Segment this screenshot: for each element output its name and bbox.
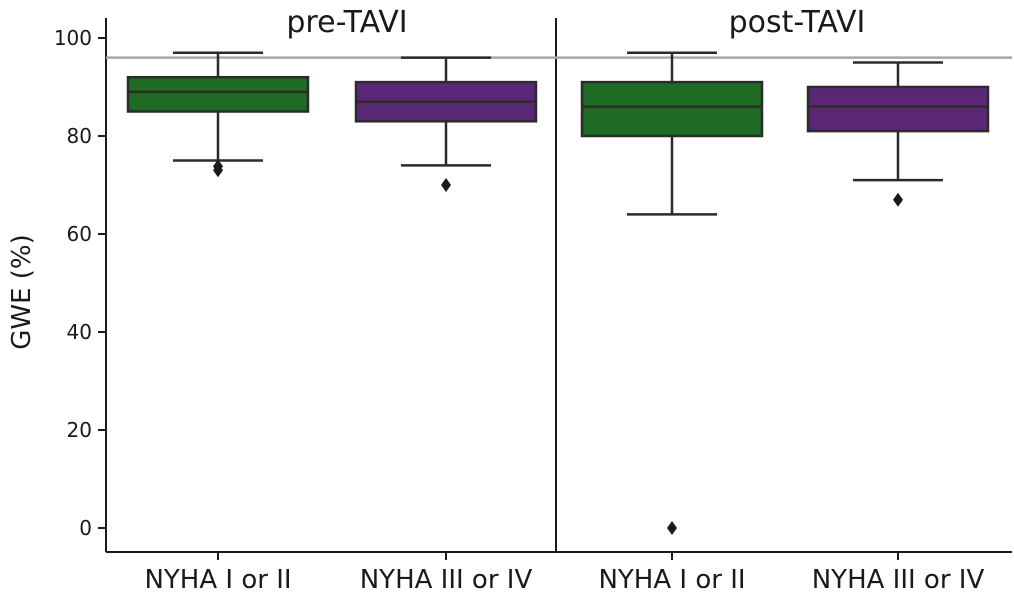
x-tick-label: NYHA III or IV [360,565,533,595]
y-tick-label: 40 [67,320,92,344]
boxes-layer [126,51,990,535]
y-axis-title: GWE (%) [7,234,37,350]
y-tick-label: 20 [67,418,92,442]
box-group [806,61,990,207]
outlier-point [213,159,223,174]
x-tick-label: NYHA III or IV [812,565,985,595]
box-group [126,51,310,178]
axes: 0 20 40 60 80 100 pre-TAVI NYHA I or II NYHA III… [54,5,1012,595]
y-tick-label: 80 [67,124,92,148]
outlier-point [667,521,677,535]
x-tick-label: NYHA I or II [144,565,291,595]
box-iqr [580,80,764,138]
y-tick-label: 0 [79,516,92,540]
outlier-point [893,192,903,207]
box-group [580,51,764,535]
panel-title: post-TAVI [729,5,866,40]
y-tick-label: 60 [67,222,92,246]
panel-title: pre-TAVI [286,5,407,40]
x-tick-label: NYHA I or II [598,565,745,595]
box-iqr [806,85,990,133]
outlier-point [441,178,451,192]
box-group [354,56,538,192]
y-tick-label: 100 [54,26,92,50]
box-iqr [126,75,310,113]
